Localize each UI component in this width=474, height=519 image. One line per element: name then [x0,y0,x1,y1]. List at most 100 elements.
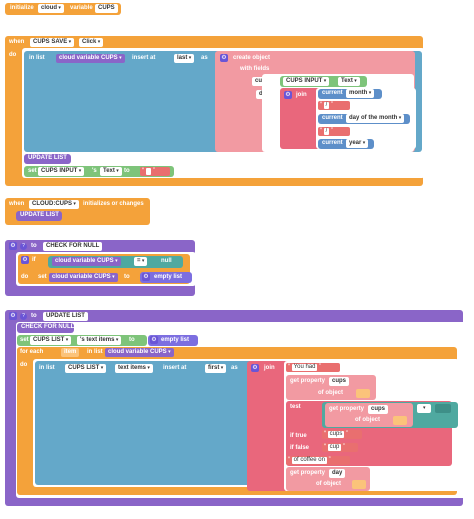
item-variable-pill[interactable] [356,389,370,398]
initialize-label: initialize [10,5,34,11]
current-month-block[interactable]: current month [318,89,382,99]
cloud-event-dropdown[interactable]: CLOUD:CUPS [29,200,79,209]
current-day-block[interactable]: current day of the month [318,114,410,124]
item-variable-pill[interactable] [352,480,366,489]
empty-list-block[interactable]: ⚙ empty list [140,272,192,283]
day-of-month-dropdown[interactable]: day of the month [346,114,405,123]
insert-position-dropdown[interactable]: last [174,54,195,63]
gear-icon[interactable]: ⚙ [150,336,158,344]
cups-list-component-pill[interactable]: CUPS LIST [30,336,72,345]
update-list-call[interactable]: UPDATE LIST [24,154,71,164]
procedure-name-field[interactable]: UPDATE LIST [43,312,88,321]
help-icon[interactable]: ? [20,313,27,320]
set-component-pill[interactable]: CUPS INPUT [38,167,85,176]
empty-string[interactable]: “ ” [140,167,170,176]
of-object-label: of object [355,417,380,423]
check-for-null-call[interactable]: CHECK FOR NULL [17,323,74,333]
to-label: to [124,274,130,280]
get-property-label: get property [290,378,326,384]
insert-position-dropdown[interactable]: first [205,364,227,373]
operator-dropdown[interactable] [417,404,431,413]
if-true-label: if true [290,433,307,439]
gear-icon[interactable]: ⚙ [9,242,17,250]
set-cups-list-block[interactable]: set CUPS LIST 's text items to [17,335,147,346]
empty-list-label: empty list [154,274,183,280]
cloud-variable-pill[interactable]: cloud variable CUPS [52,257,121,266]
set-label: set [38,274,47,280]
gear-icon[interactable]: ⚙ [251,364,259,372]
update-list-call[interactable]: UPDATE LIST [16,211,62,221]
scope-dropdown[interactable]: cloud [38,4,64,13]
if-label: if [32,257,36,263]
null-label: null [161,258,172,264]
set-label: set [20,337,29,343]
property-name-field[interactable]: day [329,469,346,478]
empty-list-block[interactable]: ⚙ empty list [148,335,198,346]
cup-string[interactable]: “ cup ” [322,443,358,452]
set-cloud-variable-block[interactable]: set cloud variable CUPS to [34,272,190,283]
cups-input-component-pill[interactable]: CUPS INPUT [283,77,330,86]
cups-string[interactable]: “ cups ” [322,430,362,439]
possessive-label: 's [92,168,97,174]
text-property-pill[interactable]: Text [338,77,360,86]
property-name-field[interactable]: cups [368,405,389,414]
gear-icon[interactable]: ⚙ [9,312,17,320]
get-property-label: get property [329,406,365,412]
set-cups-input-text-block[interactable]: set CUPS INPUT 's Text to [24,166,174,177]
variable-name-field[interactable]: CUPS [95,4,118,13]
do-label: do [20,362,28,368]
current-label: current [322,140,343,146]
test-label: test [290,404,301,410]
insert-at-label: insert at [163,365,187,371]
cups-list-component-pill[interactable]: CUPS LIST [65,364,107,373]
current-year-block[interactable]: current year [318,139,374,149]
item-variable-pill[interactable] [393,416,407,425]
text-items-pill[interactable]: text items [115,364,153,373]
gear-icon[interactable]: ⚙ [21,256,29,264]
when-label: when [9,39,25,45]
help-icon[interactable]: ? [20,243,27,250]
gear-icon[interactable]: ⚙ [284,91,292,99]
to-label: to [31,313,37,319]
empty-list-label: empty list [161,337,190,343]
get-property-cups-block[interactable]: get property cups of object [286,375,376,400]
property-name-field[interactable]: cups [329,377,350,386]
year-dropdown[interactable]: year [346,139,369,148]
gear-icon[interactable]: ⚙ [142,273,150,281]
component-dropdown[interactable]: CUPS SAVE [30,38,75,47]
of-coffee-on-string[interactable]: “ of coffee on ” [286,456,350,465]
number-field[interactable] [435,404,451,413]
cloud-variable-pill[interactable]: cloud variable CUPS [105,348,174,357]
list-variable-pill[interactable]: cloud variable CUPS [56,54,125,63]
compare-block[interactable]: get property cups of object [322,402,458,428]
of-object-label: of object [316,481,341,487]
compare-block[interactable]: cloud variable CUPS = null [48,256,183,268]
of-object-label: of object [318,390,343,396]
to-label: to [31,243,37,249]
slash-string-1[interactable]: “ / ” [318,101,350,110]
item-variable-pill[interactable]: item [61,348,80,357]
procedure-name-field[interactable]: CHECK FOR NULL [43,242,103,251]
set-property-pill[interactable]: Text [100,167,122,176]
you-had-string[interactable]: “ You had ” [286,363,340,372]
as-label: as [231,365,238,371]
get-property-label: get property [290,470,326,476]
if-false-label: if false [290,445,310,451]
check-for-null-label: CHECK FOR NULL [21,324,75,330]
month-dropdown[interactable]: month [346,89,375,98]
cloud-variable-pill[interactable]: cloud variable CUPS [49,273,118,282]
when-label: when [9,201,25,207]
event-dropdown[interactable]: Click [79,38,104,47]
current-label: current [322,90,343,96]
for-each-label: for each [20,349,44,355]
get-property-day-block[interactable]: get property day of object [286,467,370,491]
operator-dropdown[interactable]: = [134,257,148,266]
initialize-cloud-variable-block[interactable]: initialize cloud variable CUPS [5,3,121,15]
join-label: join [264,365,275,371]
text-items-property-pill[interactable]: 's text items [77,336,122,345]
get-property-cups-block[interactable]: get property cups of object [325,403,413,427]
gear-icon[interactable]: ⚙ [220,54,228,62]
cups-input-text-getter[interactable]: CUPS INPUT Text [280,76,367,87]
slash-string-2[interactable]: “ / ” [318,127,350,136]
to-label: to [129,337,135,343]
